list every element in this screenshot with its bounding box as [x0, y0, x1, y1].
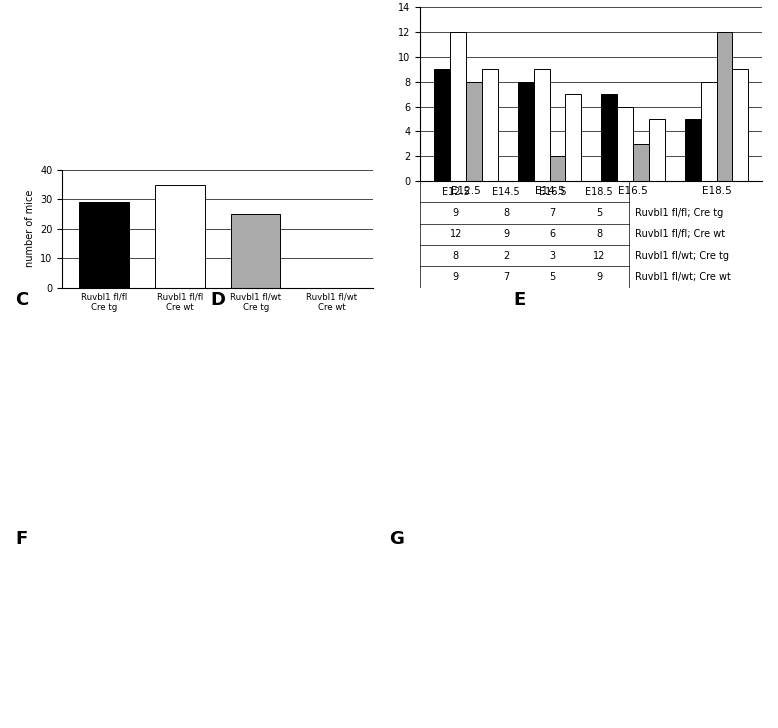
Bar — [717, 32, 732, 181]
Y-axis label: number of mice: number of mice — [25, 190, 34, 267]
Text: 8: 8 — [453, 250, 459, 261]
Bar — [482, 69, 498, 181]
Text: 7: 7 — [549, 208, 555, 218]
Bar — [156, 185, 205, 288]
Text: D: D — [210, 291, 225, 309]
Text: 6: 6 — [549, 229, 555, 240]
Bar — [518, 82, 534, 181]
Bar — [231, 214, 280, 288]
Text: 9: 9 — [453, 208, 459, 218]
Bar — [566, 94, 581, 181]
Text: B: B — [400, 0, 413, 4]
Text: 8: 8 — [596, 229, 602, 240]
Text: 12: 12 — [450, 229, 462, 240]
Text: Ruvbl1 fl/fl; Cre wt: Ruvbl1 fl/fl; Cre wt — [635, 229, 725, 240]
Bar — [534, 69, 549, 181]
Bar — [732, 69, 748, 181]
Text: Ruvbl1 fl/fl; Cre tg: Ruvbl1 fl/fl; Cre tg — [635, 208, 723, 218]
Text: 5: 5 — [596, 208, 602, 218]
Text: G: G — [389, 530, 404, 547]
Bar — [601, 94, 617, 181]
Bar — [617, 106, 633, 181]
Text: 2: 2 — [503, 250, 509, 261]
Bar — [450, 32, 466, 181]
Text: 3: 3 — [549, 250, 555, 261]
Text: C: C — [16, 291, 29, 309]
Text: E14.5: E14.5 — [492, 186, 520, 197]
Text: F: F — [16, 530, 28, 547]
Text: Ruvbl1 fl/wt; Cre wt: Ruvbl1 fl/wt; Cre wt — [635, 272, 731, 282]
Bar — [649, 119, 664, 181]
Text: E16.5: E16.5 — [538, 186, 566, 197]
Bar — [466, 82, 482, 181]
Bar — [685, 119, 701, 181]
Bar — [633, 144, 649, 181]
Bar — [701, 82, 717, 181]
Text: Ruvbl1 fl/wt; Cre tg: Ruvbl1 fl/wt; Cre tg — [635, 250, 729, 261]
Text: 7: 7 — [503, 272, 509, 282]
Text: 9: 9 — [453, 272, 459, 282]
Text: E: E — [513, 291, 526, 309]
Bar — [79, 202, 128, 288]
Bar — [549, 157, 566, 181]
Text: 9: 9 — [596, 272, 602, 282]
Text: A: A — [6, 0, 20, 4]
Text: 8: 8 — [503, 208, 509, 218]
Bar — [420, 181, 629, 288]
Bar — [434, 69, 450, 181]
Text: 9: 9 — [503, 229, 509, 240]
Text: 5: 5 — [549, 272, 555, 282]
Text: E12.5: E12.5 — [442, 186, 470, 197]
Text: 12: 12 — [593, 250, 605, 261]
Text: E18.5: E18.5 — [585, 186, 613, 197]
